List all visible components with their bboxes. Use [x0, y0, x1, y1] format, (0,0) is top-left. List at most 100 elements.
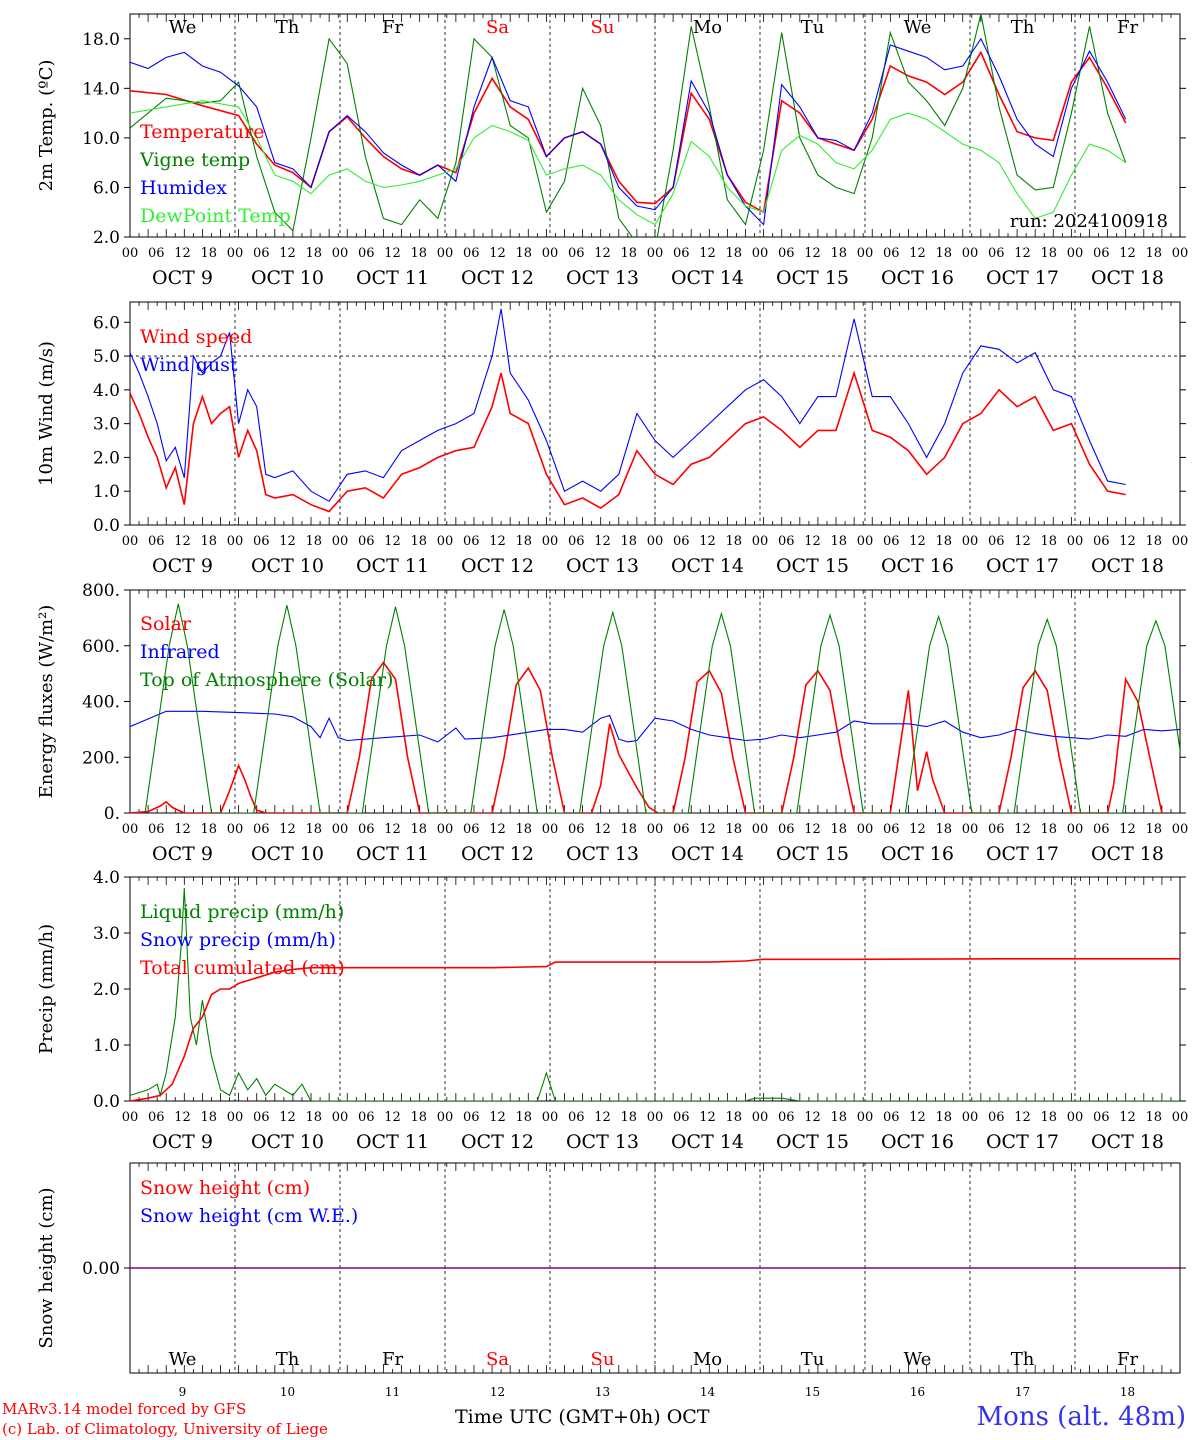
hour-tick-label: 12	[1014, 246, 1031, 261]
hour-tick-label: 00	[1067, 534, 1084, 549]
date-label: OCT 16	[881, 1131, 954, 1153]
hour-tick-label: 06	[673, 246, 690, 261]
hour-tick-label: 12	[909, 534, 926, 549]
y-tick-label: 400.	[82, 693, 120, 713]
hour-tick-label: 00	[122, 534, 139, 549]
hour-tick-label: 12	[384, 822, 401, 837]
hour-tick-label: 06	[883, 534, 900, 549]
date-label: OCT 17	[986, 267, 1059, 289]
legend-entry: Infrared	[140, 641, 220, 663]
hour-tick-label: 18	[410, 534, 427, 549]
hour-tick-label: 00	[647, 1110, 664, 1125]
hour-tick-label: 18	[935, 822, 952, 837]
hour-tick-label: 00	[227, 534, 244, 549]
y-tick-label: 2.0	[93, 228, 120, 248]
date-label: OCT 12	[461, 555, 534, 577]
hour-tick-label: 18	[830, 534, 847, 549]
date-label: OCT 11	[356, 843, 429, 865]
date-label: OCT 9	[152, 843, 213, 865]
model-credit: MARv3.14 model forced by GFS	[2, 1400, 247, 1418]
hour-tick-label: 18	[1145, 246, 1162, 261]
series-line	[130, 100, 1127, 226]
day-number: 12	[490, 1385, 505, 1399]
hour-tick-label: 18	[200, 1110, 217, 1125]
hour-tick-label: 06	[568, 822, 585, 837]
date-label: OCT 18	[1091, 267, 1164, 289]
date-label: OCT 14	[671, 267, 744, 289]
y-tick-label: 3.0	[93, 924, 120, 944]
y-tick-label: 600.	[82, 637, 120, 657]
day-name: Tu	[801, 1349, 825, 1370]
y-axis-label: Precip (mm/h)	[36, 924, 57, 1054]
hour-tick-label: 00	[1172, 246, 1189, 261]
hour-tick-label: 18	[830, 246, 847, 261]
hour-tick-label: 06	[1093, 822, 1110, 837]
hour-tick-label: 18	[830, 822, 847, 837]
hour-tick-label: 12	[279, 246, 296, 261]
hour-tick-label: 06	[358, 534, 375, 549]
y-tick-label: 6.0	[93, 178, 120, 198]
series-line	[130, 661, 1163, 813]
date-label: OCT 11	[356, 1131, 429, 1153]
hour-tick-label: 12	[1119, 822, 1136, 837]
date-label: OCT 16	[881, 267, 954, 289]
day-name: Su	[591, 1349, 615, 1370]
hour-tick-label: 18	[725, 246, 742, 261]
date-label: OCT 17	[986, 843, 1059, 865]
legend-entry: Temperature	[140, 121, 264, 143]
day-number: 11	[385, 1385, 400, 1399]
hour-tick-label: 12	[489, 534, 506, 549]
hour-tick-label: 12	[489, 246, 506, 261]
hour-tick-label: 12	[174, 534, 191, 549]
date-label: OCT 9	[152, 555, 213, 577]
hour-tick-label: 12	[174, 822, 191, 837]
hour-tick-label: 18	[305, 1110, 322, 1125]
hour-tick-label: 12	[384, 534, 401, 549]
y-tick-label: 2.0	[93, 980, 120, 1000]
date-label: OCT 10	[251, 1131, 324, 1153]
hour-tick-label: 06	[568, 1110, 585, 1125]
hour-tick-label: 12	[804, 534, 821, 549]
hour-tick-label: 00	[857, 534, 874, 549]
hour-tick-label: 18	[620, 1110, 637, 1125]
hour-tick-label: 06	[463, 822, 480, 837]
hour-tick-label: 06	[463, 1110, 480, 1125]
hour-tick-label: 12	[699, 822, 716, 837]
hour-tick-label: 18	[305, 246, 322, 261]
date-label: OCT 18	[1091, 1131, 1164, 1153]
hour-tick-label: 06	[673, 1110, 690, 1125]
hour-tick-label: 12	[174, 1110, 191, 1125]
hour-tick-label: 12	[279, 1110, 296, 1125]
day-name: We	[904, 1349, 932, 1370]
hour-tick-label: 00	[647, 822, 664, 837]
series-line	[130, 50, 1127, 214]
y-tick-label: 800.	[82, 581, 120, 601]
y-tick-label: 10.0	[82, 129, 120, 149]
y-tick-label: 0.0	[93, 516, 120, 536]
day-number: 10	[280, 1385, 295, 1399]
hour-tick-label: 00	[227, 822, 244, 837]
hour-tick-label: 12	[804, 246, 821, 261]
hour-tick-label: 00	[857, 1110, 874, 1125]
day-number: 9	[179, 1385, 187, 1399]
hour-tick-label: 06	[148, 1110, 165, 1125]
hour-tick-label: 00	[332, 822, 349, 837]
hour-tick-label: 12	[909, 246, 926, 261]
hour-tick-label: 00	[227, 1110, 244, 1125]
panel-frame	[129, 301, 1181, 526]
day-number: 18	[1120, 1385, 1135, 1399]
date-label: OCT 15	[776, 1131, 849, 1153]
hour-tick-label: 00	[332, 534, 349, 549]
hour-tick-label: 18	[515, 822, 532, 837]
hour-tick-label: 12	[699, 1110, 716, 1125]
legend-entry: Wind speed	[140, 326, 252, 348]
hour-tick-label: 06	[778, 246, 795, 261]
y-tick-label: 0.	[104, 804, 120, 824]
date-label: OCT 13	[566, 555, 639, 577]
hour-tick-label: 18	[935, 1110, 952, 1125]
date-label: OCT 12	[461, 267, 534, 289]
hour-tick-label: 12	[1119, 534, 1136, 549]
hour-tick-label: 12	[594, 534, 611, 549]
hour-tick-label: 12	[1119, 1110, 1136, 1125]
